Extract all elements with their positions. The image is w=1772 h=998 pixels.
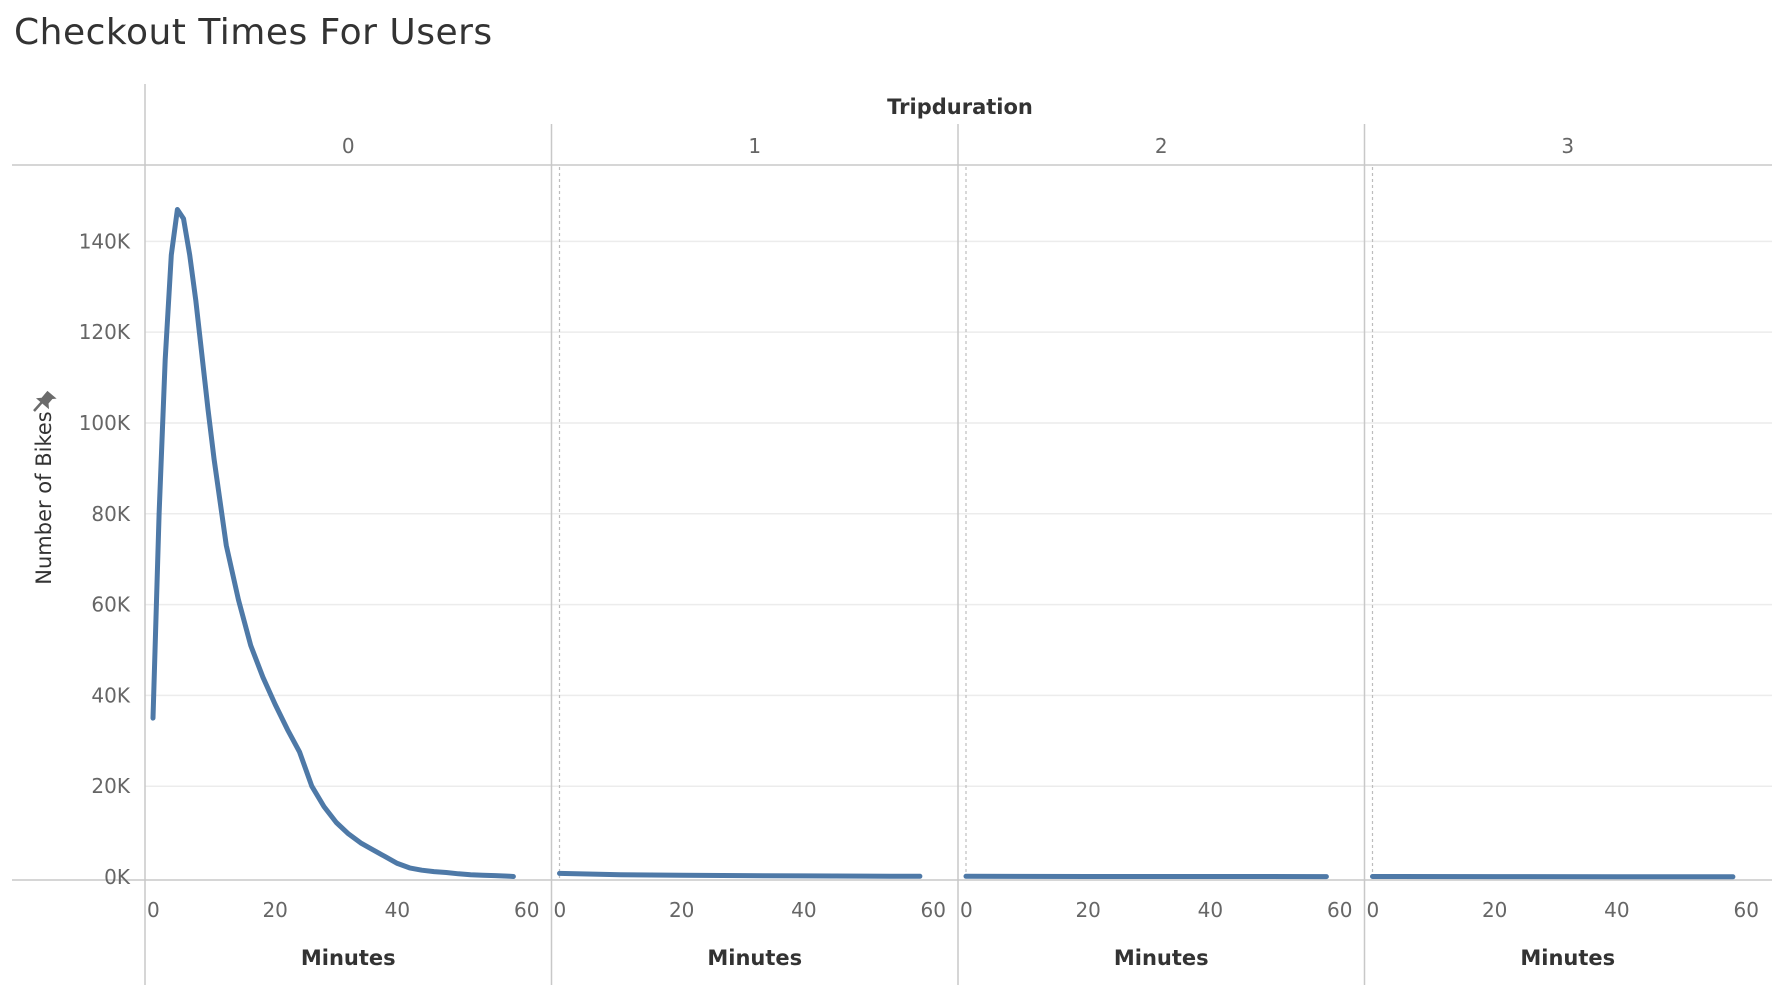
y-tick-label: 140K <box>79 229 131 253</box>
pin-icon[interactable] <box>33 388 57 412</box>
header-layer: Tripduration 0 1 2 3 <box>342 95 1574 158</box>
frame-layer <box>12 84 1772 985</box>
y-tick-label: 0K <box>104 865 131 889</box>
x-tick-label: 40 <box>1604 898 1629 922</box>
y-axis: Number of Bikes 0K 20K 40K 60K 80K 100K 120K 14… <box>32 229 131 889</box>
panel-2: 0 20 40 60 Minutes <box>957 124 1353 985</box>
chart-title: Checkout Times For Users <box>14 12 493 53</box>
x-axis-title: Minutes <box>707 946 802 970</box>
x-tick-label: 60 <box>921 898 946 922</box>
panel-3: 0 20 40 60 Minutes <box>1363 124 1759 985</box>
panel-header-label: 1 <box>748 134 761 158</box>
x-axis-title: Minutes <box>1520 946 1615 970</box>
y-axis-title: Number of Bikes <box>32 411 56 584</box>
column-header: Tripduration <box>887 95 1033 119</box>
x-tick-label: 60 <box>514 898 539 922</box>
panel-0: 0 20 40 60 Minutes <box>147 207 540 970</box>
y-tick-label: 120K <box>79 320 131 344</box>
x-tick-label: 20 <box>262 898 287 922</box>
x-tick-label: 60 <box>1327 898 1352 922</box>
y-tick-label: 80K <box>91 502 130 526</box>
x-tick-label: 40 <box>385 898 410 922</box>
series-line-0[interactable] <box>150 207 516 879</box>
x-tick-label: 0 <box>554 898 567 922</box>
series-line-1[interactable] <box>557 870 923 879</box>
y-tick-label: 60K <box>91 593 130 617</box>
x-axis-title: Minutes <box>1114 946 1209 970</box>
x-tick-label: 40 <box>1198 898 1223 922</box>
y-tick-label: 100K <box>79 411 131 435</box>
panel-1: 0 20 40 60 Minutes <box>550 124 946 985</box>
panel-header-label: 3 <box>1561 134 1574 158</box>
y-tick-label: 40K <box>91 683 130 707</box>
x-tick-label: 40 <box>791 898 816 922</box>
x-tick-label: 0 <box>960 898 973 922</box>
x-tick-label: 20 <box>669 898 694 922</box>
x-tick-label: 60 <box>1734 898 1759 922</box>
x-axis-title: Minutes <box>301 946 396 970</box>
panel-header-label: 2 <box>1155 134 1168 158</box>
x-tick-label: 20 <box>1482 898 1507 922</box>
x-tick-label: 0 <box>1367 898 1380 922</box>
x-tick-label: 20 <box>1075 898 1100 922</box>
panel-header-label: 0 <box>342 134 355 158</box>
x-tick-label: 0 <box>147 898 160 922</box>
y-tick-label: 20K <box>91 774 130 798</box>
